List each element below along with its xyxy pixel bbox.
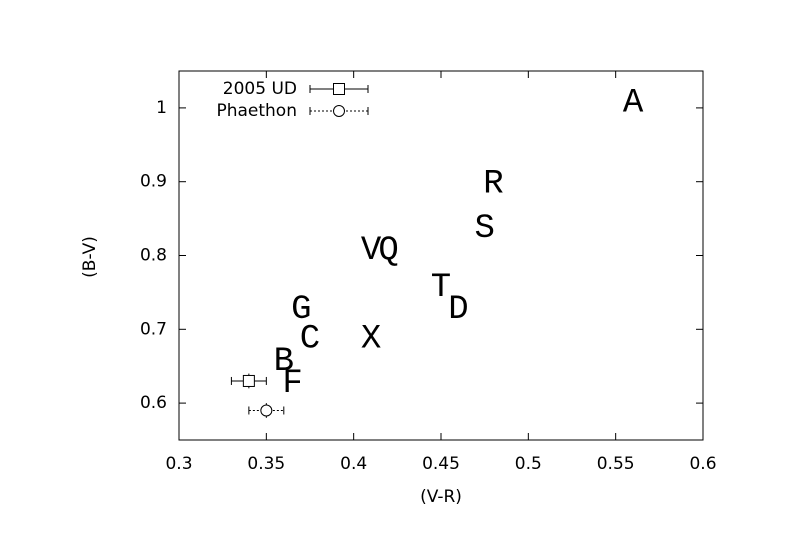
- legend-marker: [333, 83, 345, 95]
- marker: [260, 404, 273, 417]
- x-tick-label: 0.3: [165, 454, 192, 474]
- x-tick-label: 0.35: [247, 454, 285, 474]
- x-tick-label: 0.5: [515, 454, 542, 474]
- plot-frame: [178, 70, 704, 441]
- class-label: T: [431, 269, 451, 307]
- y-tick-label: 0.7: [140, 319, 167, 339]
- class-label: X: [361, 321, 381, 359]
- y-tick-label: 0.8: [140, 246, 167, 266]
- class-label: R: [483, 166, 503, 204]
- class-label: V: [361, 232, 382, 270]
- class-label: D: [448, 291, 468, 329]
- x-tick-label: 0.4: [340, 454, 367, 474]
- class-label: F: [282, 365, 302, 403]
- class-label: Q: [378, 232, 398, 270]
- y-axis-label: (B-V): [80, 236, 100, 278]
- legend-label: Phaethon: [216, 101, 297, 121]
- x-tick-label: 0.6: [689, 454, 716, 474]
- y-tick-label: 0.6: [140, 393, 167, 413]
- legend-label: 2005 UD: [223, 79, 297, 99]
- x-axis-label: (V-R): [420, 487, 462, 507]
- class-label: S: [474, 210, 494, 248]
- x-tick-label: 0.55: [597, 454, 635, 474]
- class-label: C: [300, 321, 320, 359]
- marker: [242, 374, 255, 387]
- y-tick-label: 0.9: [140, 172, 167, 192]
- class-label: G: [291, 291, 311, 329]
- y-tick-label: 1: [156, 98, 167, 118]
- x-tick-label: 0.45: [422, 454, 460, 474]
- class-label: A: [623, 85, 644, 123]
- legend-marker: [333, 105, 345, 117]
- class-label: B: [274, 343, 294, 381]
